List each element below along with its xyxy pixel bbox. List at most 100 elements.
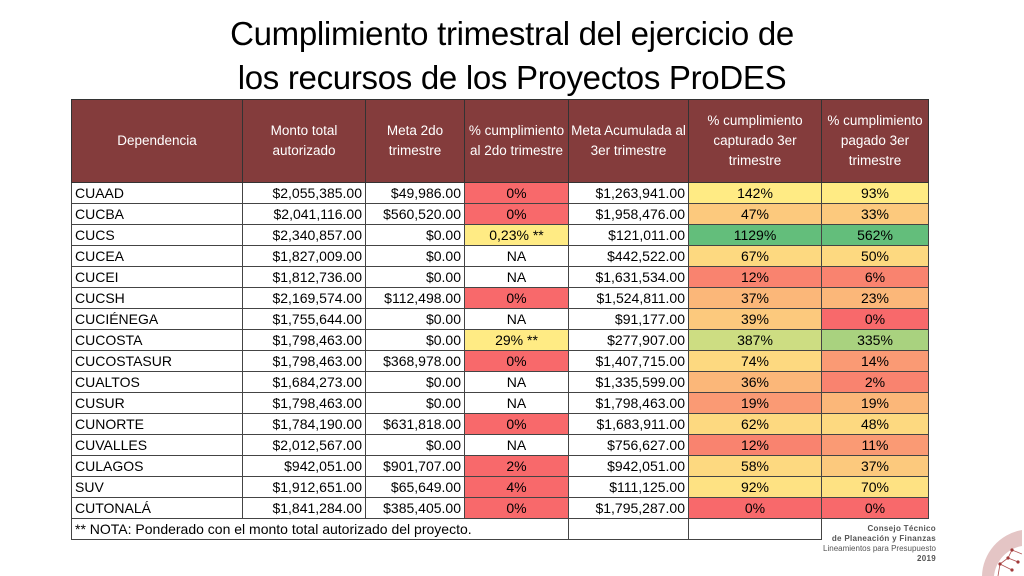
cell-monto: $1,798,463.00: [242, 392, 366, 414]
cell-meta2: $65,649.00: [365, 476, 465, 498]
cell-meta2: $0.00: [365, 245, 465, 267]
cell-meta3: $1,524,811.00: [568, 287, 689, 309]
cell-meta2: $0.00: [365, 224, 465, 246]
cell-pag3: 335%: [821, 329, 929, 351]
cell-cap3: 387%: [688, 329, 822, 351]
cell-pag3: 23%: [821, 287, 929, 309]
cell-dependencia: CULAGOS: [71, 455, 243, 477]
cell-meta3: $121,011.00: [568, 224, 689, 246]
compliance-table: Dependencia Monto total autorizado Meta …: [71, 99, 929, 540]
cell-monto: $2,041,116.00: [242, 203, 366, 225]
table-row: CUNORTE $1,784,190.00 $631,818.00 0% $1,683,…: [71, 413, 929, 435]
cell-monto: $1,798,463.00: [242, 350, 366, 372]
logo-arc-shape: [982, 530, 1022, 576]
cell-cap3: 62%: [688, 413, 822, 435]
cell-dependencia: CUNORTE: [71, 413, 243, 435]
cell-pct2: NA: [464, 245, 569, 267]
cell-monto: $1,755,644.00: [242, 308, 366, 330]
cell-pag3: 6%: [821, 266, 929, 288]
cell-pag3: 33%: [821, 203, 929, 225]
header-pag3: % cumplimiento pagado 3er trimestre: [821, 99, 929, 183]
cell-cap3: 58%: [688, 455, 822, 477]
cell-cap3: 39%: [688, 308, 822, 330]
table-row: CUCEI $1,812,736.00 $0.00 NA $1,631,534.00 12…: [71, 266, 929, 288]
logo-line4: 2019: [917, 554, 936, 563]
cell-monto: $2,012,567.00: [242, 434, 366, 456]
cell-monto: $2,340,857.00: [242, 224, 366, 246]
header-cap3: % cumplimiento capturado 3er trimestre: [688, 99, 822, 183]
table-row: CUCS $2,340,857.00 $0.00 0,23% ** $121,011.0…: [71, 224, 929, 246]
table-row: CULAGOS $942,051.00 $901,707.00 2% $942,051.…: [71, 455, 929, 477]
cell-meta3: $1,407,715.00: [568, 350, 689, 372]
logo-line1: Consejo Técnico: [867, 524, 936, 533]
cell-meta2: $0.00: [365, 434, 465, 456]
cell-dependencia: CUAAD: [71, 182, 243, 204]
cell-cap3: 142%: [688, 182, 822, 204]
cell-dependencia: CUCOSTASUR: [71, 350, 243, 372]
cell-pag3: 37%: [821, 455, 929, 477]
cell-cap3: 12%: [688, 266, 822, 288]
cell-pct2: 0%: [464, 497, 569, 519]
cell-cap3: 47%: [688, 203, 822, 225]
table-row: CUSUR $1,798,463.00 $0.00 NA $1,798,463.00 19…: [71, 392, 929, 414]
cell-cap3: 36%: [688, 371, 822, 393]
cell-pct2: 0%: [464, 413, 569, 435]
cell-dependencia: CUTONALÁ: [71, 497, 243, 519]
cell-cap3: 1129%: [688, 224, 822, 246]
header-meta2: Meta 2do trimestre: [365, 99, 465, 183]
cell-monto: $942,051.00: [242, 455, 366, 477]
cell-meta2: $0.00: [365, 329, 465, 351]
cell-monto: $1,798,463.00: [242, 329, 366, 351]
cell-meta2: $0.00: [365, 392, 465, 414]
note-blank-1: [568, 518, 689, 540]
cell-meta2: $560,520.00: [365, 203, 465, 225]
cell-cap3: 0%: [688, 497, 822, 519]
cell-pct2: NA: [464, 392, 569, 414]
cell-pct2: 4%: [464, 476, 569, 498]
table-row: CUVALLES $2,012,567.00 $0.00 NA $756,627.00 1…: [71, 434, 929, 456]
cell-meta3: $1,631,534.00: [568, 266, 689, 288]
table-row: CUAAD $2,055,385.00 $49,986.00 0% $1,263,941…: [71, 182, 929, 204]
header-pct2: % cumplimiento al 2do trimestre: [464, 99, 569, 183]
cell-meta3: $1,798,463.00: [568, 392, 689, 414]
cell-meta2: $385,405.00: [365, 497, 465, 519]
cell-meta2: $901,707.00: [365, 455, 465, 477]
cell-dependencia: CUCOSTA: [71, 329, 243, 351]
cell-monto: $1,812,736.00: [242, 266, 366, 288]
cell-meta2: $49,986.00: [365, 182, 465, 204]
table-header-row: Dependencia Monto total autorizado Meta …: [71, 99, 929, 183]
logo-line2: de Planeación y Finanzas: [831, 534, 936, 543]
cell-pct2: NA: [464, 371, 569, 393]
cell-meta3: $91,177.00: [568, 308, 689, 330]
cell-meta3: $111,125.00: [568, 476, 689, 498]
cell-meta2: $0.00: [365, 308, 465, 330]
cell-dependencia: CUCBA: [71, 203, 243, 225]
cell-pag3: 11%: [821, 434, 929, 456]
cell-pag3: 70%: [821, 476, 929, 498]
logo-text: Consejo Técnico de Planeación y Finanzas…: [822, 524, 936, 564]
slide-title-line2: los recursos de los Proyectos ProDES: [237, 59, 787, 96]
header-meta3: Meta Acumulada al 3er trimestre: [568, 99, 689, 183]
cell-pct2: NA: [464, 266, 569, 288]
cell-meta2: $112,498.00: [365, 287, 465, 309]
cell-cap3: 92%: [688, 476, 822, 498]
cell-monto: $2,169,574.00: [242, 287, 366, 309]
cell-meta3: $1,263,941.00: [568, 182, 689, 204]
header-monto: Monto total autorizado: [242, 99, 366, 183]
cell-meta3: $277,907.00: [568, 329, 689, 351]
cell-pct2: 29% **: [464, 329, 569, 351]
cell-pag3: 48%: [821, 413, 929, 435]
cell-dependencia: CUSUR: [71, 392, 243, 414]
cell-meta3: $442,522.00: [568, 245, 689, 267]
cell-dependencia: SUV: [71, 476, 243, 498]
cell-meta2: $0.00: [365, 266, 465, 288]
cell-monto: $1,784,190.00: [242, 413, 366, 435]
table-row: CUCOSTASUR $1,798,463.00 $368,978.00 0% $1,4…: [71, 350, 929, 372]
cell-pct2: NA: [464, 308, 569, 330]
cell-monto: $1,841,284.00: [242, 497, 366, 519]
cell-dependencia: CUCEI: [71, 266, 243, 288]
cell-cap3: 37%: [688, 287, 822, 309]
cell-pag3: 2%: [821, 371, 929, 393]
cell-cap3: 74%: [688, 350, 822, 372]
cell-meta3: $1,795,287.00: [568, 497, 689, 519]
